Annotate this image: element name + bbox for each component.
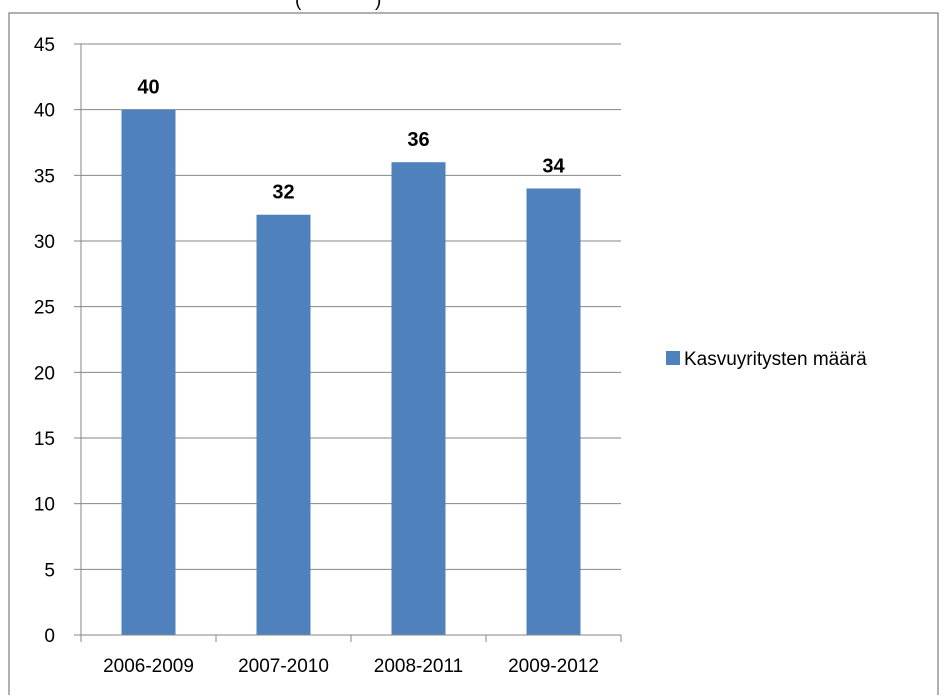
bar — [121, 109, 176, 635]
data-label: 32 — [272, 182, 294, 204]
x-axis-ticks: 2006-2009 2007-2010 2008-2011 2009-2012 — [80, 635, 622, 677]
bar — [391, 162, 446, 635]
y-tick-label: 40 — [34, 101, 55, 122]
y-tick-label: 10 — [34, 495, 55, 516]
bar — [526, 188, 581, 635]
data-labels: 40 32 36 34 — [137, 77, 565, 204]
y-tick-label: 0 — [44, 626, 55, 647]
y-tick-label: 5 — [44, 560, 55, 581]
x-tick-label: 2007-2010 — [238, 656, 329, 677]
bars — [121, 109, 581, 635]
x-tick-label: 2009-2012 — [508, 656, 599, 677]
data-label: 34 — [542, 155, 565, 177]
y-tick-label: 35 — [34, 166, 55, 187]
y-tick-label: 30 — [34, 232, 55, 253]
legend-swatch — [666, 351, 680, 365]
legend: Kasvuyritysten määrä — [666, 349, 867, 370]
y-tick-label: 25 — [34, 298, 55, 319]
data-label: 36 — [407, 129, 429, 151]
x-tick-label: 2006-2009 — [103, 656, 194, 677]
title-fragment: ( — [295, 0, 302, 11]
x-tick-label: 2008-2011 — [374, 656, 463, 677]
data-label: 40 — [137, 77, 159, 99]
y-tick-label: 20 — [34, 363, 55, 384]
legend-label: Kasvuyritysten määrä — [684, 349, 867, 370]
y-tick-label: 15 — [34, 429, 55, 450]
y-axis-ticks: 0 5 10 15 20 25 30 35 40 45 — [34, 35, 81, 647]
title-fragment-end: ) — [375, 0, 381, 11]
y-tick-label: 45 — [34, 35, 55, 56]
bar — [256, 214, 311, 635]
